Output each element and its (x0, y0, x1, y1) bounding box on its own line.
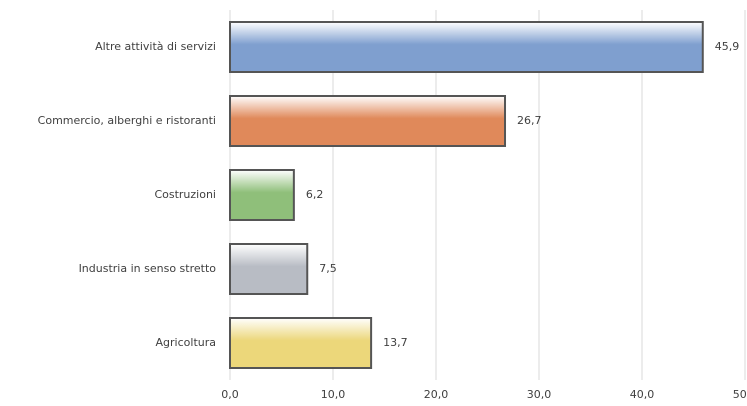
value-label: 13,7 (383, 336, 408, 349)
x-tick-label: 50,0 (733, 388, 747, 401)
category-label: Commercio, alberghi e ristoranti (38, 114, 216, 127)
value-label: 6,2 (306, 188, 324, 201)
value-label: 45,9 (715, 40, 740, 53)
bar (229, 317, 373, 369)
value-label: 26,7 (517, 114, 542, 127)
bar (229, 243, 309, 295)
x-tick-label: 30,0 (527, 388, 552, 401)
bar (229, 95, 507, 147)
x-tick-label: 20,0 (424, 388, 449, 401)
category-label: Costruzioni (154, 188, 216, 201)
bar (229, 169, 295, 221)
x-tick-label: 40,0 (630, 388, 655, 401)
category-label: Agricoltura (156, 336, 216, 349)
x-tick-label: 10,0 (321, 388, 346, 401)
category-label: Industria in senso stretto (79, 262, 217, 275)
category-label: Altre attività di servizi (95, 40, 216, 53)
value-label: 7,5 (319, 262, 337, 275)
bar (229, 21, 704, 73)
x-tick-label: 0,0 (221, 388, 239, 401)
